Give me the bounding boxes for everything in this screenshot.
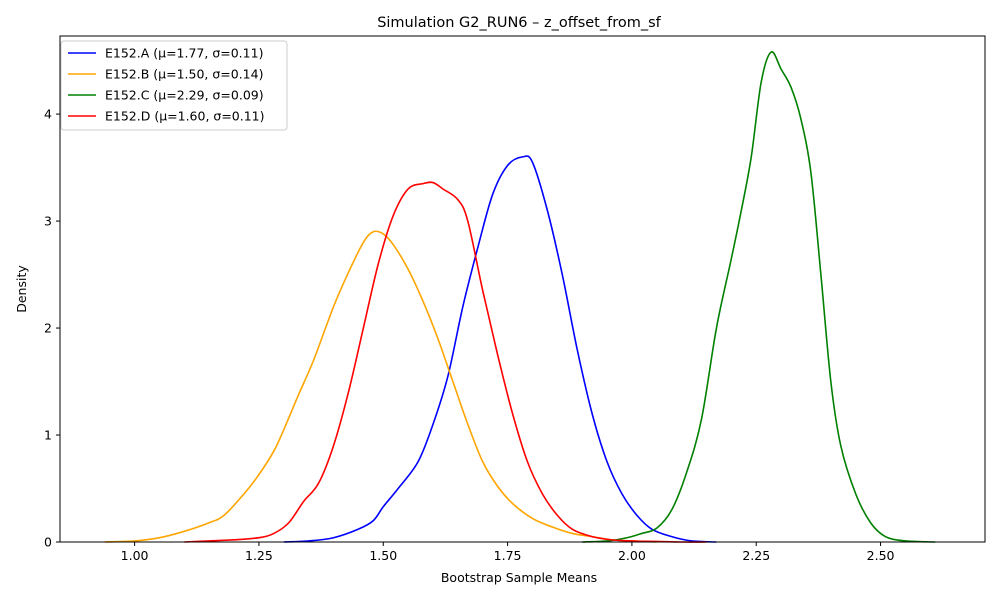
x-tick-label: 2.00 [618, 548, 646, 563]
legend-label-2: E152.C (μ=2.29, σ=0.09) [105, 88, 264, 103]
series-line-2 [582, 51, 936, 543]
y-axis: 0 1 2 3 4 [44, 107, 60, 550]
x-tick-label: 1.00 [121, 548, 149, 563]
plot-area [59, 35, 986, 543]
x-tick-label: 2.25 [742, 548, 770, 563]
legend: E152.A (μ=1.77, σ=0.11) E152.B (μ=1.50, σ… [60, 40, 288, 131]
series-line-1 [104, 230, 657, 543]
series-line-3 [184, 181, 707, 543]
x-tick-label: 2.50 [867, 548, 895, 563]
series-line-0 [283, 155, 717, 543]
plot-frame [59, 35, 986, 543]
legend-label-0: E152.A (μ=1.77, σ=0.11) [105, 46, 263, 61]
chart-title: Simulation G2_RUN6 – z_offset_from_sf [377, 15, 661, 31]
y-axis-label: Density [14, 265, 29, 313]
y-tick-label: 3 [44, 214, 52, 229]
legend-label-3: E152.D (μ=1.60, σ=0.11) [105, 109, 265, 124]
x-tick-label: 1.50 [369, 548, 397, 563]
x-tick-label: 1.25 [245, 548, 273, 563]
x-tick-label: 1.75 [494, 548, 522, 563]
y-tick-label: 1 [44, 428, 52, 443]
y-tick-label: 0 [44, 535, 52, 550]
legend-frame [60, 40, 288, 131]
y-tick-label: 2 [44, 321, 52, 336]
x-axis: 1.00 1.25 1.50 1.75 2.00 2.25 2.50 [121, 542, 895, 563]
series-layer [104, 51, 936, 543]
legend-label-1: E152.B (μ=1.50, σ=0.14) [105, 67, 263, 82]
x-axis-label: Bootstrap Sample Means [441, 570, 597, 585]
y-tick-label: 4 [44, 107, 52, 122]
